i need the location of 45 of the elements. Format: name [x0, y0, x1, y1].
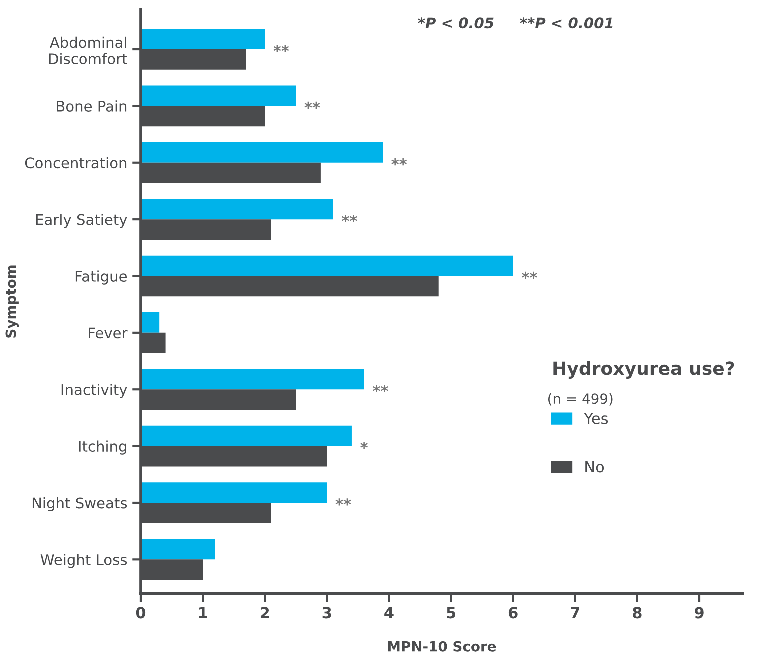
x-tick-label: 2	[260, 607, 270, 618]
y-tick-label: Night Sweats	[32, 497, 128, 512]
bar	[140, 482, 328, 503]
bar	[140, 86, 296, 106]
x-tick-label: 9	[694, 607, 704, 619]
annotation: (n = 499)	[548, 393, 613, 406]
y-tick-label: Weight Loss	[40, 554, 128, 568]
annotation: *	[360, 442, 368, 450]
x-tick-label: 3	[322, 607, 332, 619]
y-tick-label: Fever	[89, 328, 128, 339]
x-tick-label: 4	[384, 607, 394, 618]
annotation: **	[373, 385, 388, 392]
bar	[140, 142, 384, 163]
bar	[140, 199, 334, 220]
x-tick-label: 6	[508, 607, 518, 619]
y-tick-label: Abdominal Discomfort	[49, 36, 128, 65]
bar	[140, 256, 514, 276]
legend-label: No	[586, 461, 604, 473]
x-tick-label: 8	[633, 607, 642, 619]
annotation: *P < 0.05 **P < 0.001	[418, 18, 613, 29]
bar	[140, 369, 364, 390]
annotation: **	[304, 102, 320, 109]
annotation: **	[336, 498, 352, 506]
y-tick-label: Bone Pain	[57, 100, 127, 112]
legend-label: Yes	[584, 413, 608, 424]
x-tick-label: 5	[447, 607, 456, 619]
annotation: **	[522, 272, 538, 279]
y-tick-label: Fatigue	[76, 270, 127, 285]
legend-title: Hydroxyurea use?	[554, 361, 734, 379]
y-tick-label: Inactivity	[62, 384, 128, 398]
y-tick-label: Itching	[79, 440, 126, 455]
y-tick-label: Concentration	[25, 157, 127, 169]
annotation: **	[274, 45, 290, 52]
y-axis-title: Symptom	[6, 266, 20, 338]
bar	[140, 29, 266, 50]
bar	[140, 312, 160, 333]
annotation: **	[342, 215, 358, 222]
x-axis-title: MPN-10 Score	[388, 641, 496, 652]
x-tick-label: 0	[136, 607, 146, 619]
y-tick-label: Early Satiety	[36, 214, 128, 228]
bar	[140, 426, 352, 446]
x-tick-label: 7	[571, 607, 580, 618]
annotation: **	[392, 158, 408, 166]
bar	[140, 539, 216, 560]
x-tick-label: 1	[199, 607, 208, 618]
